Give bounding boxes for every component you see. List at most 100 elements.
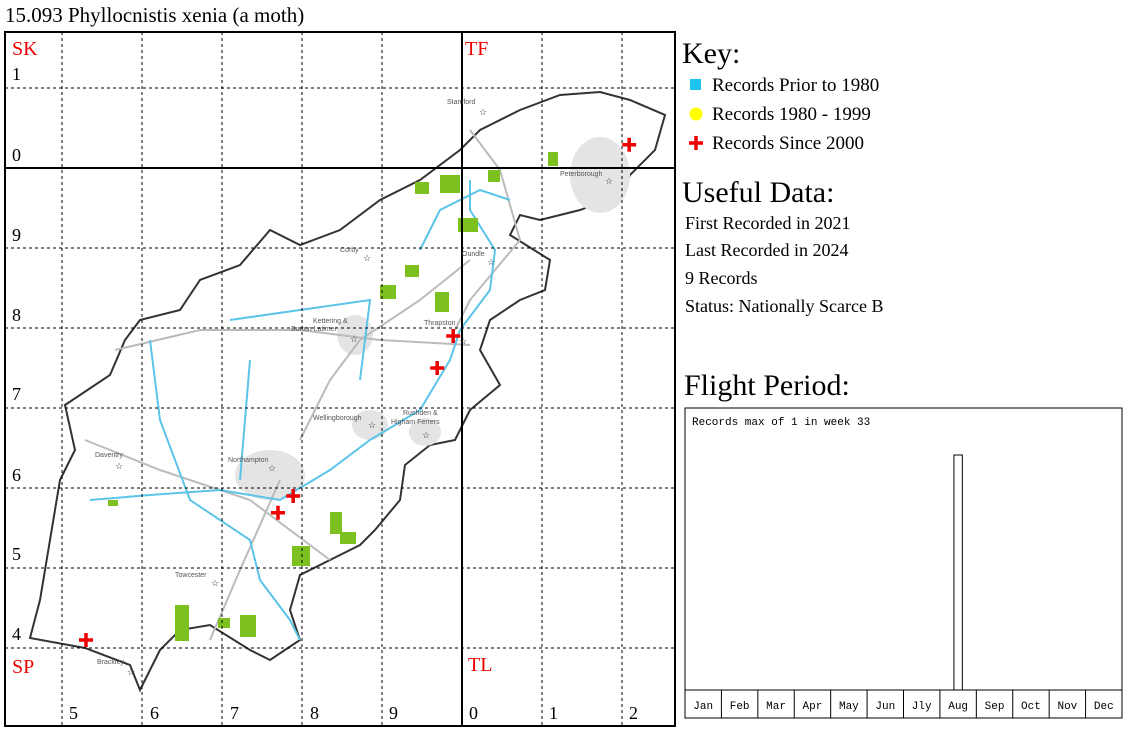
month-label: Apr bbox=[803, 701, 823, 713]
place-label: Kettering & bbox=[313, 318, 348, 325]
town-marker: ☆ bbox=[363, 253, 371, 263]
road bbox=[454, 129, 522, 331]
week-bar bbox=[953, 454, 963, 691]
record-marker bbox=[286, 489, 301, 503]
row-label: 4 bbox=[12, 624, 21, 644]
town-marker: ☆ bbox=[368, 420, 376, 430]
month-label: May bbox=[839, 701, 859, 713]
place-label: Towcester bbox=[175, 572, 207, 579]
place-label: Daventry bbox=[95, 452, 124, 459]
river bbox=[239, 359, 251, 481]
rivers bbox=[89, 180, 511, 641]
month-label: Dec bbox=[1094, 701, 1114, 713]
month-label: Aug bbox=[948, 701, 968, 713]
road bbox=[84, 439, 331, 561]
month-label: Mar bbox=[766, 701, 786, 713]
place-label: Stamford bbox=[447, 99, 476, 106]
record-marker bbox=[430, 361, 445, 375]
town-marker: ☆ bbox=[268, 463, 276, 473]
flight-period-title: Flight Period: bbox=[684, 369, 850, 402]
town-marker: ☆ bbox=[605, 176, 613, 186]
town-area bbox=[409, 418, 441, 446]
month-label: Sep bbox=[985, 701, 1005, 713]
square-label: TF bbox=[465, 38, 488, 60]
river bbox=[89, 180, 497, 502]
town-marker: ☆ bbox=[459, 336, 467, 346]
record-marker bbox=[622, 137, 637, 152]
square-label: SK bbox=[12, 38, 38, 60]
town-marker: ☆ bbox=[350, 334, 358, 344]
record-marker bbox=[271, 505, 285, 520]
row-label: 0 bbox=[12, 145, 21, 165]
woodland-patch bbox=[380, 285, 396, 299]
column-label: 1 bbox=[549, 703, 558, 723]
woodland-patch bbox=[175, 605, 189, 641]
key-marker-since2000 bbox=[689, 136, 703, 150]
column-label: 8 bbox=[310, 703, 319, 723]
record-marker bbox=[446, 329, 461, 343]
river bbox=[419, 188, 511, 251]
column-label: 5 bbox=[69, 703, 78, 723]
useful-data-line: Status: Nationally Scarce B bbox=[685, 296, 883, 316]
river bbox=[149, 339, 301, 641]
road bbox=[209, 479, 281, 641]
town-area bbox=[570, 137, 630, 213]
useful-data-line: 9 Records bbox=[685, 268, 757, 288]
square-label: TL bbox=[468, 654, 492, 676]
chart-frame bbox=[684, 407, 1123, 719]
woodland-patch bbox=[435, 292, 449, 312]
key-label: Records Prior to 1980 bbox=[712, 75, 879, 96]
key-marker-pre1980 bbox=[690, 79, 701, 90]
town-marker: ☆ bbox=[211, 578, 219, 588]
town-area bbox=[352, 410, 388, 440]
useful-data-line: First Recorded in 2021 bbox=[685, 213, 850, 233]
woodland-patch bbox=[440, 175, 460, 193]
map-border bbox=[4, 31, 676, 727]
woodland-patch bbox=[548, 152, 558, 166]
place-label: Wellingborough bbox=[313, 415, 362, 422]
month-label: Nov bbox=[1057, 701, 1077, 713]
place-label: Brackley bbox=[97, 659, 124, 666]
useful-data-title: Useful Data: bbox=[682, 176, 834, 209]
flight-chart: Records max of 1 in week 33 Jan Feb Mar Apr… bbox=[684, 407, 1123, 719]
woodland-patch bbox=[292, 546, 310, 566]
place-label: Corby bbox=[340, 247, 359, 254]
month-label: Oct bbox=[1021, 701, 1041, 713]
row-label: 6 bbox=[12, 465, 21, 485]
page-title: 15.093 Phyllocnistis xenia (a moth) bbox=[5, 3, 304, 27]
woodland-patch bbox=[415, 182, 429, 194]
road bbox=[114, 329, 471, 351]
month-label: Feb bbox=[730, 701, 750, 713]
square-label: SP bbox=[12, 656, 34, 678]
town-marker: ☆ bbox=[115, 461, 123, 471]
month-label: Jly bbox=[912, 701, 932, 713]
row-label: 7 bbox=[12, 384, 21, 404]
place-label: Peterborough bbox=[560, 171, 603, 178]
chart-note: Records max of 1 in week 33 bbox=[692, 417, 870, 429]
roads bbox=[84, 129, 522, 641]
row-label: 8 bbox=[12, 305, 21, 325]
road bbox=[299, 259, 471, 441]
woodland-patch bbox=[240, 615, 256, 637]
place-label: Higham Ferrers bbox=[391, 419, 440, 426]
row-label: 5 bbox=[12, 544, 21, 564]
town-marker: ☆ bbox=[487, 257, 495, 267]
place-label: Rushden & bbox=[403, 410, 438, 417]
row-label: 1 bbox=[12, 64, 21, 84]
column-label: 6 bbox=[150, 703, 159, 723]
column-label: 2 bbox=[629, 703, 638, 723]
key-label: Records Since 2000 bbox=[712, 133, 864, 154]
row-label: 9 bbox=[12, 225, 21, 245]
place-label: Burton Latimer bbox=[291, 326, 338, 333]
river bbox=[229, 298, 372, 381]
column-label: 9 bbox=[389, 703, 398, 723]
key-title: Key: bbox=[682, 37, 740, 70]
useful-data-line: Last Recorded in 2024 bbox=[685, 240, 848, 260]
place-label: Oundle bbox=[462, 251, 485, 258]
month-label: Jun bbox=[875, 701, 895, 713]
key-label: Records 1980 - 1999 bbox=[712, 104, 871, 125]
